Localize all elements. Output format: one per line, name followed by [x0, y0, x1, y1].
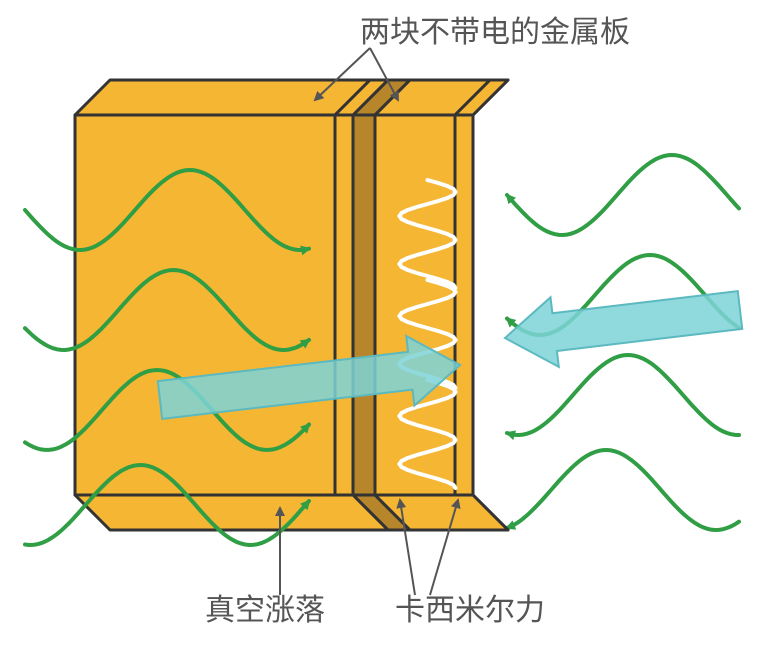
label-bottom_left: 真空涨落	[205, 594, 325, 627]
label-top: 两块不带电的金属板	[360, 16, 630, 49]
label-bottom_right: 卡西米尔力	[395, 594, 545, 627]
force-arrow	[501, 275, 744, 373]
casimir-diagram: 两块不带电的金属板真空涨落 卡西米尔力	[0, 0, 761, 648]
